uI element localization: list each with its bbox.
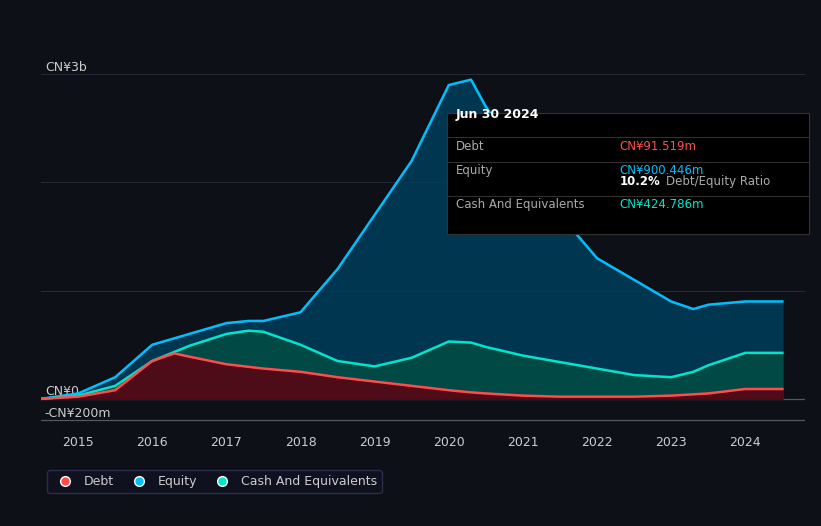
- Text: Jun 30 2024: Jun 30 2024: [456, 108, 539, 122]
- Legend: Debt, Equity, Cash And Equivalents: Debt, Equity, Cash And Equivalents: [48, 470, 382, 493]
- Text: CN¥424.786m: CN¥424.786m: [620, 198, 704, 211]
- Text: Equity: Equity: [456, 164, 493, 177]
- Text: -CN¥200m: -CN¥200m: [45, 407, 112, 420]
- Text: CN¥900.446m: CN¥900.446m: [620, 164, 704, 177]
- Text: Debt: Debt: [456, 140, 484, 153]
- Text: 10.2%: 10.2%: [620, 175, 661, 188]
- Text: CN¥91.519m: CN¥91.519m: [620, 140, 697, 153]
- Text: CN¥3b: CN¥3b: [45, 61, 86, 74]
- Text: Debt/Equity Ratio: Debt/Equity Ratio: [666, 175, 770, 188]
- Text: CN¥0: CN¥0: [45, 386, 79, 398]
- Text: Cash And Equivalents: Cash And Equivalents: [456, 198, 585, 211]
